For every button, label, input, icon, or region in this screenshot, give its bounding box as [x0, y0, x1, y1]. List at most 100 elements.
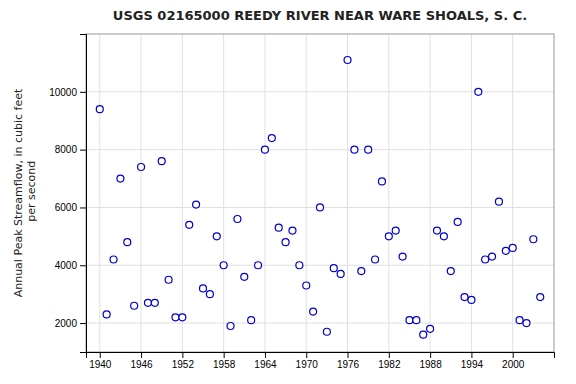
point: [344, 57, 351, 64]
grid-line-x: [264, 34, 265, 352]
tick-mark: [141, 352, 142, 358]
point: [378, 178, 385, 185]
tick-mark: [471, 352, 472, 358]
point: [193, 201, 200, 208]
point: [337, 270, 344, 277]
grid-line-x: [512, 34, 513, 352]
tick-label: 1940: [89, 359, 112, 370]
point: [124, 239, 131, 246]
tick-mark: [100, 352, 101, 358]
point: [206, 291, 213, 298]
point: [200, 285, 207, 292]
point: [151, 299, 158, 306]
point: [144, 299, 151, 306]
tick: 1946: [130, 352, 153, 370]
tick-mark: [306, 352, 307, 358]
tick-mark: [430, 352, 431, 358]
point: [234, 216, 241, 223]
point: [103, 311, 110, 318]
tick: 4000: [55, 260, 86, 271]
point: [516, 317, 523, 324]
tick-mark: [224, 352, 225, 358]
tick-mark: [182, 352, 183, 358]
tick-mark: [265, 352, 266, 358]
tick-mark: [80, 92, 86, 93]
point: [427, 325, 434, 332]
tick: 2000: [55, 318, 86, 329]
grid-line-x: [471, 34, 472, 352]
grid: [86, 34, 554, 352]
tick: 8000: [55, 144, 86, 155]
point: [330, 265, 337, 272]
grid-line-x: [430, 34, 431, 352]
tick-mark: [80, 265, 86, 266]
grid-line-x: [223, 34, 224, 352]
tick-label: 2000: [55, 318, 78, 329]
point: [489, 253, 496, 260]
grid-line-y: [86, 149, 554, 150]
tick-label: 1988: [419, 359, 442, 370]
point: [372, 256, 379, 263]
tick-label: 1958: [213, 359, 236, 370]
y-axis-title: Annual Peak Streamflow, in cubic feet pe…: [12, 88, 38, 297]
tick: 1988: [419, 352, 442, 370]
axis-line: [80, 35, 87, 353]
tick-mark: [348, 352, 349, 358]
point: [502, 247, 509, 254]
tick-label: 6000: [55, 202, 78, 213]
grid-line-y: [86, 323, 554, 324]
tick-label: 1946: [130, 359, 153, 370]
points: [96, 57, 543, 339]
grid-line-x: [347, 34, 348, 352]
tick: 1976: [337, 352, 360, 370]
point: [317, 204, 324, 211]
point: [138, 163, 145, 170]
plot: 1940194619521958196419701976198219881994…: [49, 34, 554, 370]
point: [110, 256, 117, 263]
point: [282, 239, 289, 246]
point: [530, 236, 537, 243]
tick-label: 1982: [378, 359, 401, 370]
tick-mark: [80, 207, 86, 208]
tick: 1994: [461, 352, 484, 370]
point: [255, 262, 262, 269]
tick: 1970: [296, 352, 319, 370]
point: [385, 233, 392, 240]
point: [461, 294, 468, 301]
point: [351, 146, 358, 153]
point: [523, 320, 530, 327]
point: [165, 276, 172, 283]
tick-mark: [80, 323, 86, 324]
point: [495, 198, 502, 205]
tick: 1982: [378, 352, 401, 370]
point: [96, 106, 103, 113]
point: [358, 268, 365, 275]
point: [392, 227, 399, 234]
point: [434, 227, 441, 234]
tick-mark: [80, 150, 86, 151]
point: [365, 146, 372, 153]
grid-line-x: [306, 34, 307, 352]
point: [454, 218, 461, 225]
x-axis: 1940194619521958196419701976198219881994…: [87, 352, 555, 370]
point: [117, 175, 124, 182]
point: [303, 282, 310, 289]
point: [310, 308, 317, 315]
tick-mark: [513, 352, 514, 358]
point: [323, 328, 330, 335]
point: [440, 233, 447, 240]
point: [172, 314, 179, 321]
point: [475, 88, 482, 95]
chart: 1940194619521958196419701976198219881994…: [0, 0, 576, 384]
grid-line-x: [388, 34, 389, 352]
tick: 6000: [55, 202, 86, 213]
y-axis-title-line: per second: [25, 161, 38, 226]
grid-line-x: [141, 34, 142, 352]
tick-label: 1964: [254, 359, 277, 370]
grid-line-y: [86, 265, 554, 266]
point: [248, 317, 255, 324]
point: [468, 296, 475, 303]
tick: 1964: [254, 352, 277, 370]
point: [296, 262, 303, 269]
point: [275, 224, 282, 231]
